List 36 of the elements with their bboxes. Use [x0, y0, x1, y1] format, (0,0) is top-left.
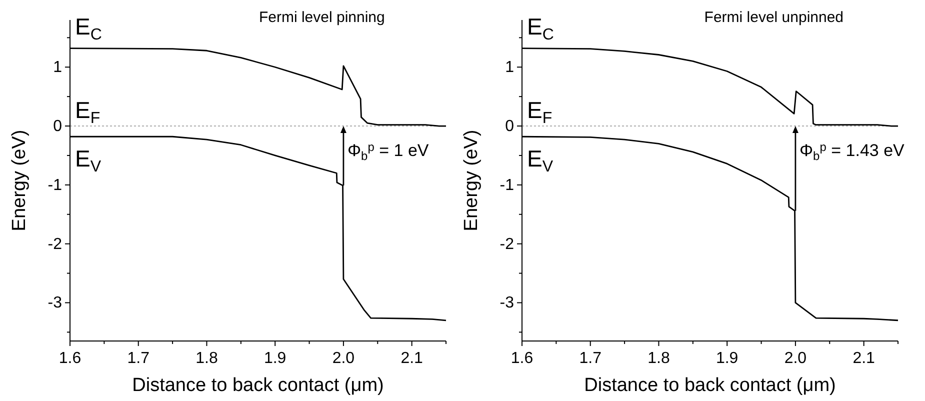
ref-line-label: E$_{F}$	[75, 97, 100, 127]
annotation: Φ$_{b}$$^{p}$ = 1.43 eV	[799, 140, 906, 163]
series-label: E$_{C}$	[75, 13, 102, 44]
x-axis-title: Distance to back contact (μm)	[132, 375, 384, 396]
series-label: E$_{C}$	[527, 13, 554, 44]
x-tick-label: 2.0	[784, 350, 807, 367]
x-tick-label: 1.8	[196, 350, 218, 367]
x-tick-label: 1.8	[648, 350, 670, 367]
y-tick-label: -2	[500, 236, 514, 253]
y-tick-label: -2	[48, 236, 62, 253]
x-tick-label: 2.0	[332, 350, 355, 367]
y-tick-label: 1	[53, 59, 62, 76]
x-tick-label: 2.1	[400, 350, 424, 367]
x-tick-label: 1.9	[716, 350, 738, 367]
y-tick-label: -1	[500, 176, 514, 194]
y-tick-label: -3	[48, 294, 62, 312]
chart-title: Fermi level unpinned	[704, 9, 844, 26]
y-tick-label: 0	[53, 118, 62, 136]
ref-line-label: E$_{F}$	[527, 97, 552, 127]
annotation: Φ$_{b}$$^{p}$ = 1 eV	[347, 140, 430, 163]
x-tick-label: 1.6	[58, 350, 82, 367]
y-tick-label: 0	[505, 118, 514, 136]
series-label: E$_{V}$	[75, 146, 102, 176]
x-tick-label: 1.9	[264, 350, 286, 367]
x-tick-label: 2.1	[852, 350, 876, 367]
y-tick-label: 1	[505, 59, 514, 76]
y-axis-title: Energy (eV)	[9, 130, 30, 232]
x-axis-title: Distance to back contact (μm)	[584, 375, 836, 396]
chart-title: Fermi level pinning	[258, 9, 385, 26]
y-tick-label: -1	[48, 176, 62, 194]
series-label: E$_{V}$	[527, 146, 554, 176]
y-tick-label: -3	[500, 294, 514, 312]
x-tick-label: 1.7	[579, 350, 602, 367]
x-tick-label: 1.7	[127, 350, 150, 367]
x-tick-label: 1.6	[510, 350, 534, 367]
y-axis-title: Energy (eV)	[461, 130, 482, 232]
